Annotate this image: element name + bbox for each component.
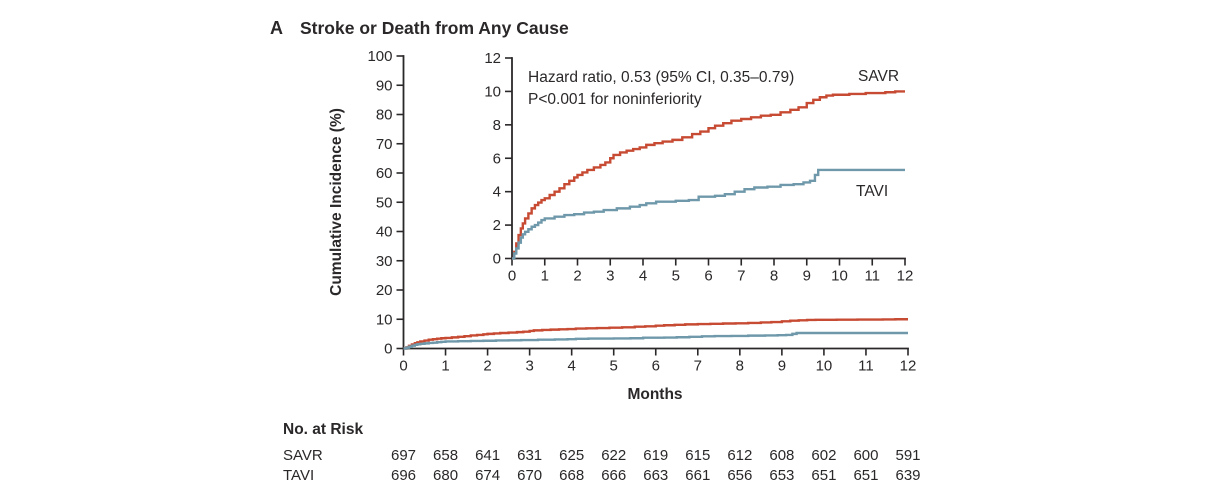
main-x-tick-label: 11 <box>858 358 874 375</box>
risk-value-tavi: 651 <box>811 467 836 484</box>
risk-row-label-savr: SAVR <box>283 447 323 464</box>
main-x-tick-label: 9 <box>778 358 786 375</box>
inset-y-tick-label: 12 <box>484 50 501 67</box>
inset-x-tick-label: 11 <box>864 268 880 285</box>
main-x-tick-label: 2 <box>483 358 491 375</box>
risk-value-savr: 625 <box>559 447 584 464</box>
savr-curve-label: SAVR <box>858 68 899 85</box>
main-x-tick-label: 4 <box>567 358 575 375</box>
main-y-tick-label: 10 <box>376 311 393 328</box>
risk-value-savr: 641 <box>475 447 500 464</box>
main-x-tick-label: 7 <box>694 358 702 375</box>
risk-value-savr: 612 <box>727 447 752 464</box>
risk-value-tavi: 670 <box>517 467 542 484</box>
inset-x-tick-label: 12 <box>897 268 914 285</box>
main-y-tick-label: 20 <box>376 282 393 299</box>
panel-letter: A <box>270 18 283 38</box>
inset-curve-savr <box>512 90 905 260</box>
inset-x-tick-label: 0 <box>508 268 516 285</box>
risk-numbers: 697 658 641 631 625 622 619 615 612 608 602 600 591 6… <box>391 447 921 484</box>
risk-value-savr: 622 <box>601 447 626 464</box>
risk-value-tavi: 656 <box>727 467 752 484</box>
risk-value-tavi: 653 <box>769 467 794 484</box>
risk-value-tavi: 666 <box>601 467 626 484</box>
risk-value-savr: 631 <box>517 447 542 464</box>
main-x-tick-label: 3 <box>525 358 533 375</box>
inset-x-tick-label: 8 <box>770 268 778 285</box>
inset-y-tick-label: 6 <box>493 150 501 167</box>
main-y-tick-label: 50 <box>376 194 393 211</box>
main-y-tick-label: 0 <box>384 341 392 358</box>
risk-value-savr: 615 <box>685 447 710 464</box>
main-x-tick-label: 0 <box>399 358 407 375</box>
inset-curve-tavi <box>512 168 905 260</box>
y-axis-title: Cumulative Incidence (%) <box>328 108 345 296</box>
hazard-ratio-annotation: Hazard ratio, 0.53 (95% CI, 0.35–0.79) <box>528 69 794 86</box>
risk-value-savr: 608 <box>769 447 794 464</box>
inset-y-tick-label: 10 <box>484 83 501 100</box>
panel-title: Stroke or Death from Any Cause <box>300 18 569 38</box>
risk-value-tavi: 663 <box>643 467 668 484</box>
risk-value-savr: 602 <box>811 447 836 464</box>
main-y-tick-label: 60 <box>376 165 393 182</box>
risk-value-savr: 619 <box>643 447 668 464</box>
main-curve-tavi <box>403 331 908 350</box>
risk-value-tavi: 651 <box>853 467 878 484</box>
risk-value-savr: 697 <box>391 447 416 464</box>
main-y-tick-label: 70 <box>376 136 393 153</box>
main-y-tick-label: 80 <box>376 107 393 124</box>
main-x-tick-label: 5 <box>610 358 618 375</box>
main-x-tick-label: 6 <box>652 358 660 375</box>
main-x-tick-label: 10 <box>816 358 833 375</box>
inset-y-tick-label: 0 <box>493 251 501 268</box>
inset-x-tick-label: 2 <box>573 268 581 285</box>
inset-x-tick-label: 1 <box>541 268 549 285</box>
main-x-tick-label: 1 <box>441 358 449 375</box>
risk-value-tavi: 639 <box>895 467 920 484</box>
risk-value-tavi: 696 <box>391 467 416 484</box>
main-curve-savr <box>403 318 908 350</box>
main-y-tick-label: 40 <box>376 224 393 241</box>
inset-y-tick-label: 2 <box>493 217 501 234</box>
risk-value-tavi: 668 <box>559 467 584 484</box>
inset-x-tick-label: 6 <box>704 268 712 285</box>
main-y-tick-label: 90 <box>376 77 393 94</box>
inset-x-tick-label: 7 <box>737 268 745 285</box>
inset-x-tick-label: 9 <box>803 268 811 285</box>
main-x-tick-label: 8 <box>736 358 744 375</box>
main-y-tick-label: 30 <box>376 253 393 270</box>
main-x-tick-label: 12 <box>900 358 917 375</box>
inset-x-tick-label: 5 <box>672 268 680 285</box>
inset-curves <box>512 90 905 260</box>
risk-value-savr: 600 <box>853 447 878 464</box>
inset-y-tick-label: 4 <box>493 184 501 201</box>
risk-value-tavi: 680 <box>433 467 458 484</box>
main-y-tick-label: 100 <box>367 48 392 65</box>
x-axis-title: Months <box>627 386 682 403</box>
risk-value-savr: 658 <box>433 447 458 464</box>
inset-y-tick-label: 8 <box>493 117 501 134</box>
risk-value-savr: 591 <box>895 447 920 464</box>
risk-value-tavi: 674 <box>475 467 500 484</box>
risk-value-tavi: 661 <box>685 467 710 484</box>
risk-table: No. at Risk SAVR TAVI 697 658 641 631 625 622… <box>283 421 921 484</box>
pvalue-annotation: P<0.001 for noninferiority <box>528 91 702 108</box>
inset-x-tick-label: 3 <box>606 268 614 285</box>
tavi-curve-label: TAVI <box>856 183 888 200</box>
risk-table-header: No. at Risk <box>283 421 363 438</box>
risk-row-label-tavi: TAVI <box>283 467 314 484</box>
inset-x-tick-label: 4 <box>639 268 647 285</box>
inset-x-tick-label: 10 <box>831 268 848 285</box>
main-curves <box>403 318 908 350</box>
